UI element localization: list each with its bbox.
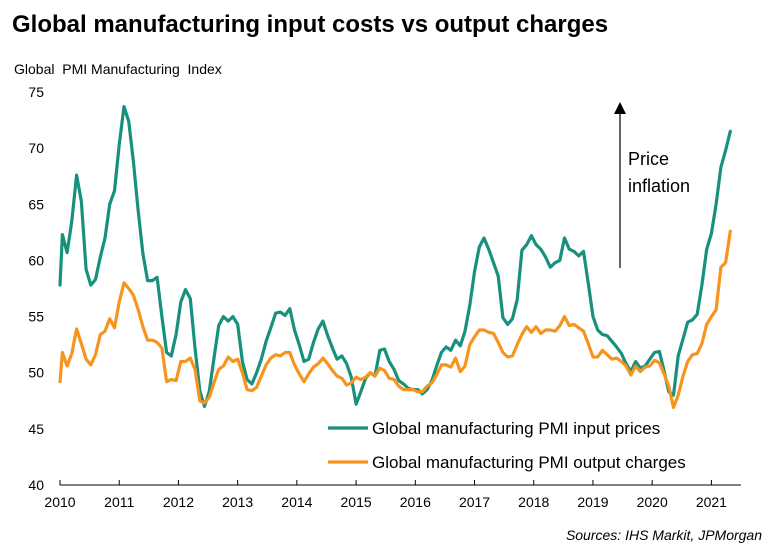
y-axis-label: Global PMI Manufacturing Index bbox=[14, 61, 222, 77]
series-line-input-prices bbox=[58, 105, 732, 408]
x-tick-label: 2018 bbox=[518, 494, 549, 510]
x-tick-label: 2011 bbox=[104, 494, 134, 510]
y-tick-label: 40 bbox=[28, 477, 44, 493]
annotation-line-1: Price bbox=[628, 149, 669, 169]
x-tick-label: 2017 bbox=[459, 494, 490, 510]
x-tick-label: 2016 bbox=[400, 494, 431, 510]
x-tick-label: 2019 bbox=[577, 494, 608, 510]
legend-label-input-prices: Global manufacturing PMI input prices bbox=[372, 419, 660, 438]
x-axis: 2010 2011 2012 2013 2014 2015 2016 2017 2018 2019… bbox=[44, 480, 727, 510]
annotation: Price inflation bbox=[614, 102, 690, 268]
y-tick-label: 50 bbox=[28, 365, 44, 381]
y-tick-label: 55 bbox=[28, 309, 44, 325]
x-tick-label: 2021 bbox=[696, 494, 727, 510]
x-tick-label: 2020 bbox=[637, 494, 668, 510]
legend-label-output-charges: Global manufacturing PMI output charges bbox=[372, 453, 686, 472]
y-tick-label: 75 bbox=[28, 84, 44, 100]
x-tick-label: 2015 bbox=[341, 494, 372, 510]
y-axis: 40 45 50 55 60 65 70 75 bbox=[28, 84, 44, 493]
y-tick-label: 65 bbox=[28, 196, 44, 212]
arrow-head-icon bbox=[614, 102, 626, 114]
annotation-line-2: inflation bbox=[628, 176, 690, 196]
y-tick-label: 60 bbox=[28, 252, 44, 268]
x-tick-label: 2010 bbox=[44, 494, 75, 510]
y-tick-label: 45 bbox=[28, 421, 44, 437]
y-tick-label: 70 bbox=[28, 140, 44, 156]
x-tick-label: 2012 bbox=[163, 494, 194, 510]
series-line-output-charges bbox=[58, 229, 732, 410]
x-tick-label: 2013 bbox=[222, 494, 253, 510]
chart-title: Global manufacturing input costs vs outp… bbox=[12, 11, 608, 38]
source-note: Sources: IHS Markit, JPMorgan bbox=[566, 527, 762, 543]
x-tick-label: 2014 bbox=[281, 494, 312, 510]
legend: Global manufacturing PMI input prices Gl… bbox=[328, 419, 686, 472]
